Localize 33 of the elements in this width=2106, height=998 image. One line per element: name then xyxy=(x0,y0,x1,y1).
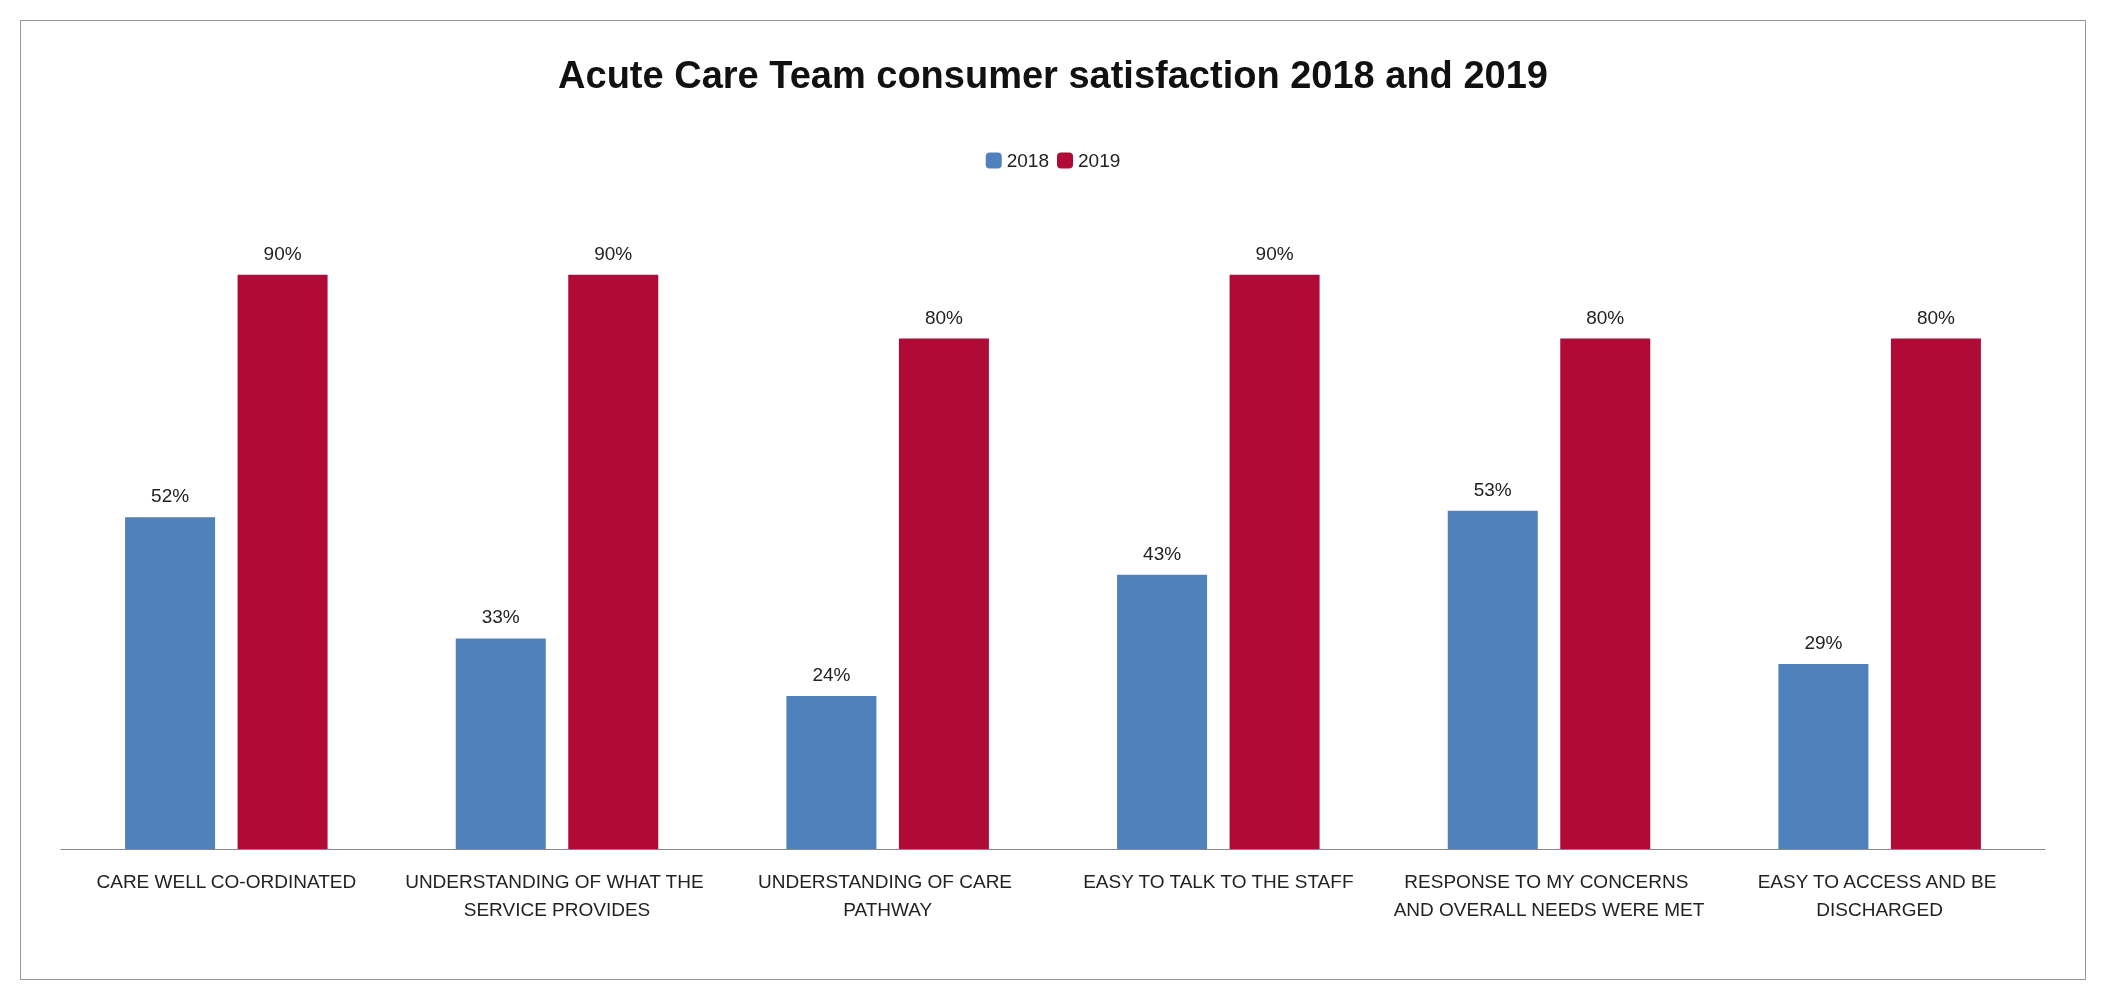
x-tick-label: CARE WELL CO-ORDINATED xyxy=(96,870,357,892)
chart-title: Acute Care Team consumer satisfaction 2018 and 2019 xyxy=(558,54,1548,96)
bar xyxy=(568,274,659,849)
bar xyxy=(125,517,216,849)
bar xyxy=(1117,574,1208,849)
bar xyxy=(898,338,989,849)
legend-label: 2018 xyxy=(1006,150,1050,171)
data-label: 80% xyxy=(1586,306,1625,328)
data-label: 53% xyxy=(1473,478,1512,500)
data-label: 80% xyxy=(924,306,964,328)
data-label: 24% xyxy=(812,663,851,685)
x-tick-label: EASY TO ACCESS AND BE DISCHARGED xyxy=(1757,870,2002,920)
x-tick-label: UNDERSTANDING OF WHAT THE SERVICE PROVIDES xyxy=(405,870,709,920)
data-label: 90% xyxy=(1255,242,1294,264)
data-label: 43% xyxy=(1143,542,1182,564)
bar xyxy=(1447,510,1538,849)
bar xyxy=(1229,274,1320,849)
x-tick-label: UNDERSTANDING OF CARE PATHWAY xyxy=(757,870,1018,920)
bar xyxy=(237,274,328,849)
data-label: 29% xyxy=(1804,631,1843,653)
data-label: 80% xyxy=(1916,306,1956,328)
bar xyxy=(1890,338,1981,849)
data-label: 33% xyxy=(481,606,520,628)
bar xyxy=(1560,338,1651,849)
bar xyxy=(786,695,877,849)
x-tick-label: EASY TO TALK TO THE STAFF xyxy=(1083,870,1354,892)
data-label: 90% xyxy=(594,242,633,264)
bar xyxy=(455,638,546,849)
data-label: 90% xyxy=(263,242,302,264)
legend-label: 2019 xyxy=(1078,150,1121,171)
data-label: 52% xyxy=(151,485,190,507)
x-tick-label: RESPONSE TO MY CONCERNS AND OVERALL NEEDS WERE MET xyxy=(1393,870,1705,920)
bar xyxy=(1778,663,1869,849)
